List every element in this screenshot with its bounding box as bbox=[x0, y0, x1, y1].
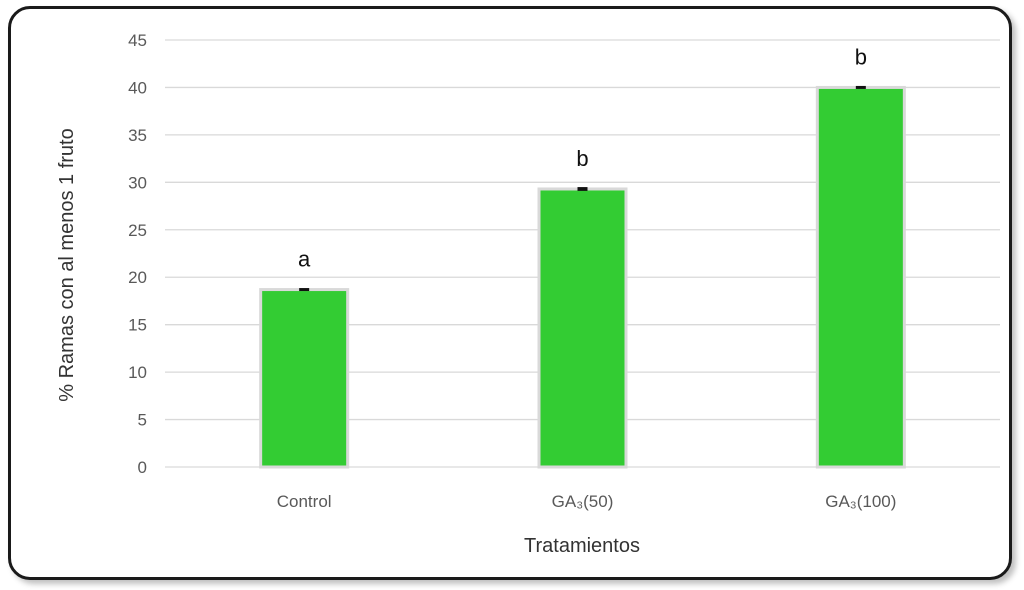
y-tick-label: 45 bbox=[128, 31, 147, 50]
significance-letter: a bbox=[298, 247, 311, 272]
y-tick-label: 40 bbox=[128, 78, 147, 97]
y-tick-label: 10 bbox=[128, 363, 147, 382]
y-tick-label: 5 bbox=[138, 411, 147, 430]
bar bbox=[537, 187, 628, 469]
x-axis-ticks: Control GA₃(50) GA₃(100) bbox=[277, 492, 897, 511]
x-tick-label: GA₃(100) bbox=[825, 492, 896, 511]
y-axis-title: % Ramas con al menos 1 fruto bbox=[56, 128, 78, 401]
y-tick-label: 20 bbox=[128, 268, 147, 287]
y-tick-label: 35 bbox=[128, 126, 147, 145]
bar bbox=[259, 288, 350, 469]
significance-letter: b bbox=[855, 44, 867, 69]
y-tick-label: 25 bbox=[128, 221, 147, 240]
y-tick-label: 0 bbox=[138, 458, 147, 477]
error-bar bbox=[577, 187, 588, 191]
error-bar bbox=[855, 85, 866, 89]
bar bbox=[815, 85, 906, 469]
y-tick-label: 15 bbox=[128, 316, 147, 335]
bars: a b b bbox=[259, 44, 906, 469]
x-axis-title: Tratamientos bbox=[524, 535, 640, 557]
error-bar bbox=[299, 288, 310, 292]
y-axis-ticks: 0 5 10 15 20 25 30 35 40 45 bbox=[128, 31, 147, 477]
y-tick-label: 30 bbox=[128, 173, 147, 192]
significance-letter: b bbox=[576, 146, 588, 171]
x-tick-label: Control bbox=[277, 492, 332, 511]
x-tick-label: GA₃(50) bbox=[552, 492, 614, 511]
